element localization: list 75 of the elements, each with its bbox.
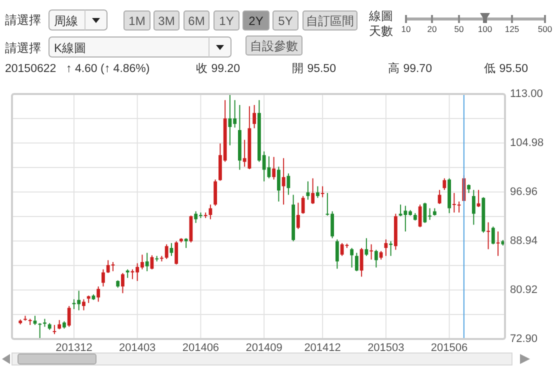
text: 5Y <box>278 14 293 28</box>
candlestick <box>442 178 446 190</box>
x-tick-label: 201409 <box>246 342 282 354</box>
x-tick-label: 201412 <box>304 342 341 354</box>
text: 125 <box>504 24 520 34</box>
text: 10 <box>401 24 411 34</box>
text: 1M <box>128 14 146 28</box>
candlestick <box>282 158 286 206</box>
candlestick <box>301 196 305 214</box>
text: 自設參數 <box>250 39 298 53</box>
candlestick <box>306 180 310 200</box>
text: 天數 <box>369 24 393 38</box>
text: 1Y <box>219 14 234 28</box>
text: 6M <box>188 14 205 28</box>
text: 50 <box>454 24 464 34</box>
candlestick <box>335 238 339 270</box>
text: 請選擇 <box>5 41 41 55</box>
candlestick <box>164 244 168 260</box>
x-tick-label: 201406 <box>182 342 220 354</box>
candlestick <box>370 244 374 260</box>
text: 3M <box>158 14 175 28</box>
text: K線圖 <box>54 41 86 55</box>
candlestick <box>170 242 174 256</box>
candlestick <box>364 238 368 256</box>
candlestick <box>38 322 42 339</box>
candlestick <box>82 298 86 311</box>
x-tick-label: 201403 <box>118 342 156 354</box>
candlestick <box>374 249 378 268</box>
candlestick <box>384 238 388 256</box>
candlestick <box>272 156 276 180</box>
text: 自訂區間 <box>306 14 354 28</box>
candlestick <box>145 252 149 272</box>
candlestick <box>58 320 62 330</box>
candlestick <box>252 104 256 129</box>
text: 開 95.50 <box>292 62 336 75</box>
candlestick <box>286 172 290 196</box>
text: 2Y <box>248 14 264 28</box>
x-tick-label: 201503 <box>368 342 404 354</box>
candlestick <box>102 268 105 287</box>
candlestick <box>491 226 495 245</box>
y-tick-label: 80.92 <box>510 284 538 296</box>
text: 請選擇 <box>5 13 41 27</box>
candlestick <box>296 202 300 230</box>
candlestick <box>96 286 100 302</box>
candlestick <box>320 186 324 198</box>
x-tick-label: 201312 <box>56 342 92 354</box>
text: 高 99.70 <box>388 61 432 75</box>
candlestick <box>214 179 218 206</box>
candlestick <box>389 240 392 256</box>
candlestick <box>276 166 280 202</box>
text: 周線 <box>54 14 78 28</box>
candlestick <box>121 272 124 294</box>
text: 100 <box>478 24 492 34</box>
candlestick <box>350 247 354 268</box>
y-tick-label: 104.98 <box>510 136 544 149</box>
text: 低 95.50 <box>484 62 528 75</box>
candlestick <box>354 252 358 272</box>
y-tick-label: 113.00 <box>510 88 543 100</box>
x-tick-label: 201506 <box>430 342 468 354</box>
candlestick <box>316 186 320 198</box>
text: 收 99.20 <box>196 62 240 75</box>
text: ↑ 4.60 (↑ 4.86%) <box>66 63 150 75</box>
candlestick <box>311 178 315 204</box>
y-tick-label: 96.96 <box>510 186 538 198</box>
text: 20 <box>427 24 437 34</box>
candlestick <box>67 306 71 328</box>
y-tick-label: 72.90 <box>510 332 538 345</box>
candlestick <box>174 240 178 265</box>
text: 線圖 <box>368 9 393 23</box>
candlestick <box>486 222 490 250</box>
candlestick <box>472 189 476 226</box>
candlestick <box>360 247 364 278</box>
text: 500 <box>538 24 552 34</box>
y-tick-label: 88.94 <box>510 234 538 247</box>
text: 20150622 <box>5 63 56 75</box>
